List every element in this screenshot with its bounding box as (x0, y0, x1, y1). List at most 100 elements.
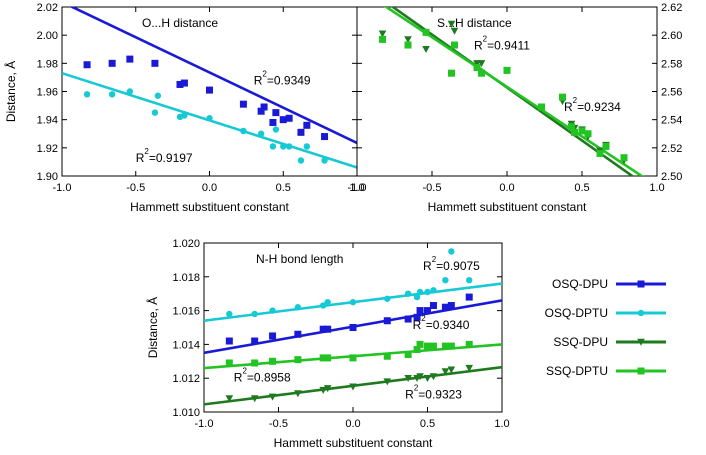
x-tick-label: -1.0 (195, 418, 214, 430)
data-point-osq-dpu (272, 109, 280, 117)
y-tick-label: 1.92 (37, 143, 58, 155)
data-point-ssq-dptu (620, 154, 628, 162)
data-point-ssq-dpu (349, 383, 357, 391)
chart-title: N-H bond length (256, 252, 343, 266)
data-point-ssq-dptu (447, 342, 455, 350)
data-point-osq-dptu (349, 298, 357, 306)
data-point-osq-dpu (416, 307, 424, 315)
data-point-osq-dptu (384, 295, 391, 302)
data-point-ssq-dpu (447, 20, 456, 28)
data-point-ssq-dpu (250, 395, 259, 403)
data-point-ssq-dptu (379, 35, 386, 43)
superscript: 2 (242, 367, 247, 376)
y-tick-label: 1.010 (172, 407, 200, 419)
data-point-osq-dptu (466, 276, 473, 284)
y-tick-label: 2.56 (661, 87, 682, 99)
data-point-osq-dpu (108, 59, 116, 67)
data-point-osq-dpu (294, 330, 302, 338)
r-label: R (254, 73, 263, 87)
x-tick-label: -0.5 (126, 182, 145, 194)
r-label: R (474, 38, 483, 52)
r-label: R (413, 318, 422, 332)
data-point-ssq-dptu (404, 41, 412, 49)
data-point-osq-dpu (319, 325, 327, 333)
r-value: =0.9323 (418, 387, 462, 401)
data-point-osq-dptu (269, 143, 277, 150)
r-label: R (405, 387, 414, 401)
x-tick-label: -1.0 (53, 182, 72, 194)
data-point-ssq-dptu (602, 142, 610, 150)
x-tick-label: 0.0 (499, 182, 514, 194)
r-label: R (234, 371, 243, 385)
data-point-osq-dptu (181, 112, 188, 119)
data-point-ssq-dptu (404, 351, 412, 359)
r-value: =0.9340 (426, 318, 470, 332)
data-point-ssq-dpu (268, 393, 277, 401)
data-point-ssq-dptu (424, 342, 431, 350)
data-point-osq-dptu (320, 302, 327, 309)
data-point-osq-dpu (225, 337, 233, 345)
data-point-ssq-dptu (319, 354, 327, 362)
data-point-osq-dpu (349, 324, 357, 331)
data-point-osq-dpu (269, 118, 277, 126)
data-point-ssq-dptu (383, 352, 391, 360)
r-label: R (423, 259, 432, 273)
data-point-ssq-dpu (477, 60, 486, 68)
superscript: 2 (483, 34, 488, 43)
data-point-ssq-dptu (538, 103, 545, 111)
data-point-osq-dptu (430, 287, 437, 294)
plot-area (62, 7, 357, 169)
x-tick-label: 1.0 (494, 418, 509, 430)
data-point-ssq-dpu (383, 378, 392, 386)
data-point-ssq-dpu (429, 373, 438, 381)
plot-area (378, 7, 645, 176)
data-point-osq-dptu (251, 310, 258, 318)
data-point-osq-dpu (260, 103, 268, 111)
superscript: 2 (144, 147, 149, 156)
data-point-osq-dptu (424, 288, 431, 296)
data-point-osq-dpu (279, 116, 287, 124)
data-point-osq-dpu (206, 86, 213, 94)
chart-oh: -1.0 -0.5 0.0 0.5 1.0 1.90 1.92 1.94 1.96 1.98 2.0… (3, 2, 365, 214)
data-point-osq-dptu (151, 109, 159, 116)
x-tick-label: 0.0 (345, 418, 360, 430)
data-point-ssq-dptu (478, 69, 485, 77)
data-point-ssq-dpu (323, 385, 332, 393)
x-tick-label: 1.0 (649, 182, 664, 194)
y-tick-label: 2.00 (37, 30, 58, 42)
data-point-ssq-dptu (568, 123, 575, 131)
y-tick-label: 2.58 (661, 58, 682, 70)
data-point-ssq-dptu (416, 340, 424, 348)
data-point-ssq-dpu (225, 395, 234, 403)
data-point-osq-dptu (324, 298, 331, 306)
data-point-osq-dpu (285, 114, 293, 122)
r-value: =0.8958 (247, 371, 291, 385)
x-axis-label: Hammett substituent constant (274, 436, 433, 450)
data-point-osq-dpu (239, 100, 247, 108)
data-point-ssq-dptu (294, 356, 302, 364)
data-point-osq-dptu (297, 157, 305, 164)
y-tick-label: 1.014 (172, 339, 200, 351)
x-axis-label: Hammett substituent constant (130, 200, 289, 214)
data-point-ssq-dptu (429, 342, 437, 350)
x-tick-label: 1.0 (349, 182, 364, 194)
r-squared-annotation: R2=0.8958 (234, 367, 291, 385)
chart-sh: -1.0 -0.5 0.0 0.5 1.02.502.522.542.562.582.6… (348, 2, 683, 214)
data-point-ssq-dptu (225, 359, 233, 367)
data-point-osq-dpu (83, 61, 91, 69)
y-tick-label: 1.94 (37, 115, 58, 127)
y-tick-label: 2.60 (661, 30, 682, 42)
data-point-ssq-dpu (404, 36, 412, 44)
data-point-osq-dpu (413, 313, 421, 321)
y-tick-label: 2.62 (661, 2, 682, 14)
y-tick-label: 2.50 (661, 171, 682, 183)
data-point-ssq-dptu (441, 342, 449, 350)
fit-line-osq-dpu (69, 7, 357, 145)
legend-label: OSQ-DPU (552, 277, 608, 291)
data-point-ssq-dptu (578, 127, 586, 135)
data-point-ssq-dptu (451, 41, 458, 49)
data-point-ssq-dptu (413, 345, 421, 353)
data-point-ssq-dpu (294, 390, 302, 398)
r-label: R (564, 100, 573, 114)
